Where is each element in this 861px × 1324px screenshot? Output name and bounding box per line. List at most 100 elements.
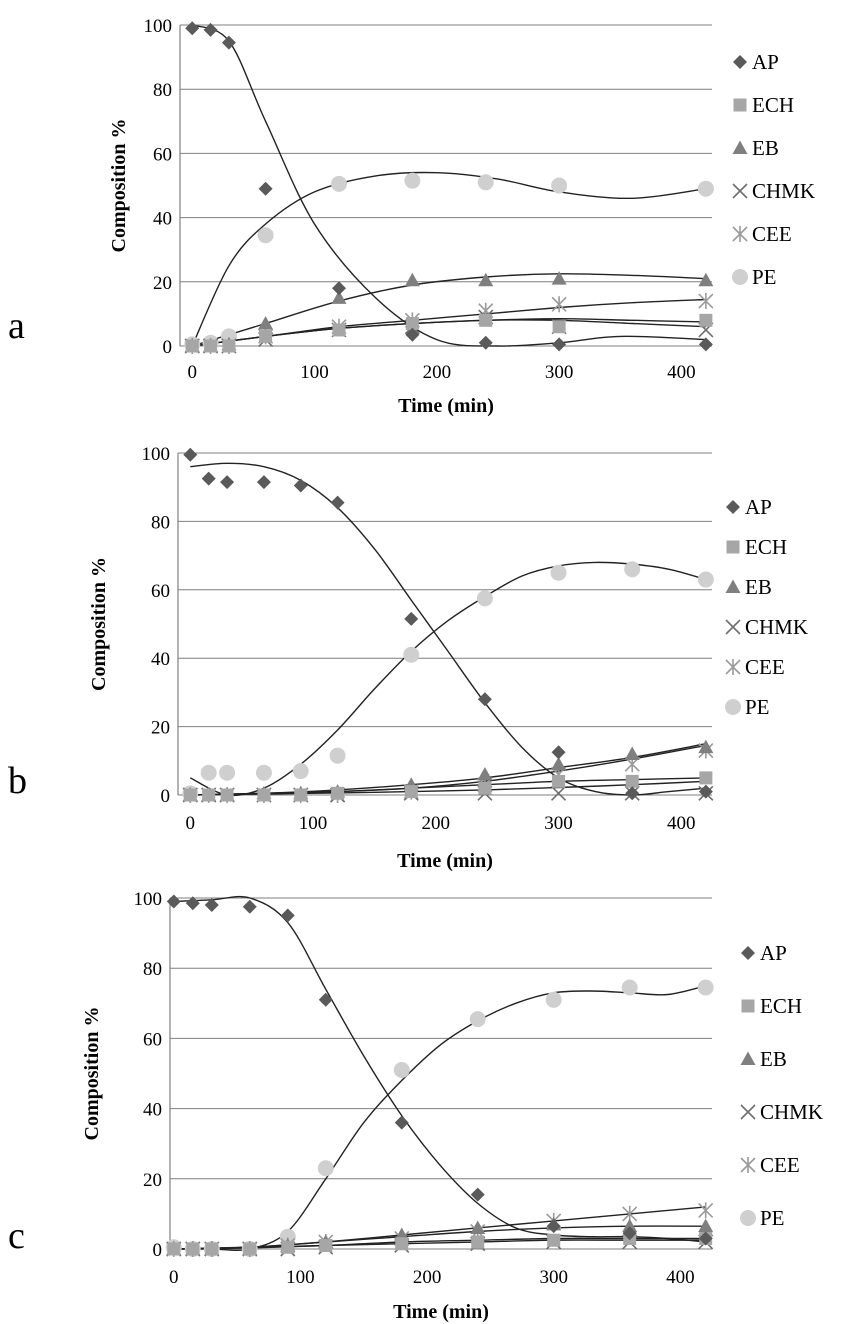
legend-label-pe: PE: [752, 265, 777, 289]
series-ap: [166, 894, 713, 1246]
series-pe: [182, 561, 714, 802]
point-ech: [204, 339, 218, 353]
legend-marker-ap: [726, 500, 740, 514]
point-cee: [698, 1202, 714, 1219]
x-tick-label: 100: [286, 1267, 315, 1288]
point-ech: [405, 317, 419, 331]
y-tick-label: 0: [163, 337, 173, 358]
point-pe: [257, 227, 274, 244]
legend-label-cee: CEE: [760, 1153, 800, 1177]
point-pe: [697, 979, 714, 996]
point-ap: [203, 22, 218, 37]
point-ap: [551, 745, 566, 760]
point-ech: [186, 1242, 200, 1256]
point-ech: [243, 1242, 257, 1256]
point-eb: [698, 739, 714, 754]
legend-label-ech: ECH: [745, 535, 787, 559]
point-ap: [478, 335, 493, 350]
legend-label-chmk: CHMK: [745, 615, 808, 639]
point-ech: [395, 1237, 409, 1251]
x-tick-label: 300: [539, 1267, 568, 1288]
trendline-pe: [173, 985, 706, 1251]
legend-label-cee: CEE: [752, 222, 792, 246]
y-axis-label: Composition %: [108, 119, 130, 253]
y-tick-label: 40: [151, 649, 170, 670]
point-eb: [551, 271, 567, 285]
legend-label-ap: AP: [760, 941, 787, 965]
x-axis-label: Time (min): [393, 1301, 489, 1323]
point-pe: [476, 590, 493, 607]
trendline-ech: [190, 777, 706, 796]
point-pe: [545, 991, 562, 1008]
trendline-ap: [173, 895, 706, 1243]
series-ech: [185, 313, 713, 353]
x-axis-label: Time (min): [397, 850, 493, 872]
legend-marker-ap: [733, 55, 747, 69]
y-tick-label: 60: [151, 581, 170, 602]
point-pe: [469, 1011, 486, 1028]
point-ap: [293, 478, 308, 493]
trendline-chmk: [190, 780, 706, 796]
x-tick-label: 0: [186, 813, 196, 834]
point-eb: [331, 290, 347, 304]
trendline-ap: [191, 24, 706, 347]
point-ech: [478, 781, 492, 795]
point-ap: [330, 495, 345, 510]
legend-marker-eb: [732, 140, 748, 154]
point-ap: [185, 896, 200, 911]
legend-label-ech: ECH: [752, 93, 794, 117]
point-pe: [697, 571, 714, 588]
legend-marker-ech: [726, 540, 740, 554]
series-ech: [183, 771, 713, 802]
x-tick-label: 200: [413, 1267, 442, 1288]
point-ech: [332, 323, 346, 337]
point-pe: [255, 764, 272, 781]
legend-marker-pe: [740, 1210, 756, 1226]
point-ap: [470, 1187, 485, 1202]
point-pe: [292, 763, 309, 780]
point-pe: [200, 764, 217, 781]
point-eb: [622, 1218, 638, 1233]
point-ech: [167, 1242, 181, 1256]
point-eb: [258, 316, 274, 330]
legend-marker-pe: [732, 269, 748, 285]
point-ech: [625, 774, 639, 788]
point-ap: [220, 475, 235, 490]
legend: AP ECH EB CHMK CEE PE: [732, 50, 815, 289]
legend-marker-ech: [733, 98, 747, 112]
point-cee: [551, 296, 567, 313]
x-tick-label: 200: [422, 813, 451, 834]
point-pe: [317, 1160, 334, 1177]
y-tick-label: 0: [161, 786, 171, 807]
legend-label-cee: CEE: [745, 655, 785, 679]
legend-label-pe: PE: [760, 1206, 785, 1230]
point-pe: [330, 175, 347, 192]
point-ech: [331, 786, 345, 800]
point-ap: [394, 1115, 409, 1130]
point-ech: [479, 313, 493, 327]
point-pe: [219, 764, 236, 781]
trendline-eb: [191, 273, 706, 347]
point-eb: [698, 272, 714, 287]
point-ech: [220, 788, 234, 802]
point-ap: [280, 908, 295, 923]
point-ap: [698, 1231, 713, 1246]
point-ap: [622, 1226, 637, 1241]
point-ech: [257, 788, 271, 802]
panel-a: 0 20 40 60 80 100 0 100 200 300 400 Time (min) Compo…: [8, 16, 815, 417]
trendline-ap: [190, 462, 706, 796]
point-eb: [551, 756, 567, 771]
legend-marker-eb: [725, 579, 741, 593]
point-ech: [547, 1233, 561, 1247]
point-ech: [205, 1242, 219, 1256]
legend: AP ECH EB CHMK CEE PE: [740, 941, 823, 1230]
panel-b: 0 20 40 60 80 100 0 100 200 300 400 Time (min) Compo…: [8, 444, 808, 872]
x-tick-label: 200: [423, 362, 452, 383]
legend-label-ap: AP: [752, 50, 779, 74]
panel-letter: a: [8, 305, 25, 347]
point-ech: [294, 788, 308, 802]
x-tick-label: 400: [667, 362, 696, 383]
series-ap: [185, 21, 713, 352]
x-tick-label: 300: [544, 813, 573, 834]
